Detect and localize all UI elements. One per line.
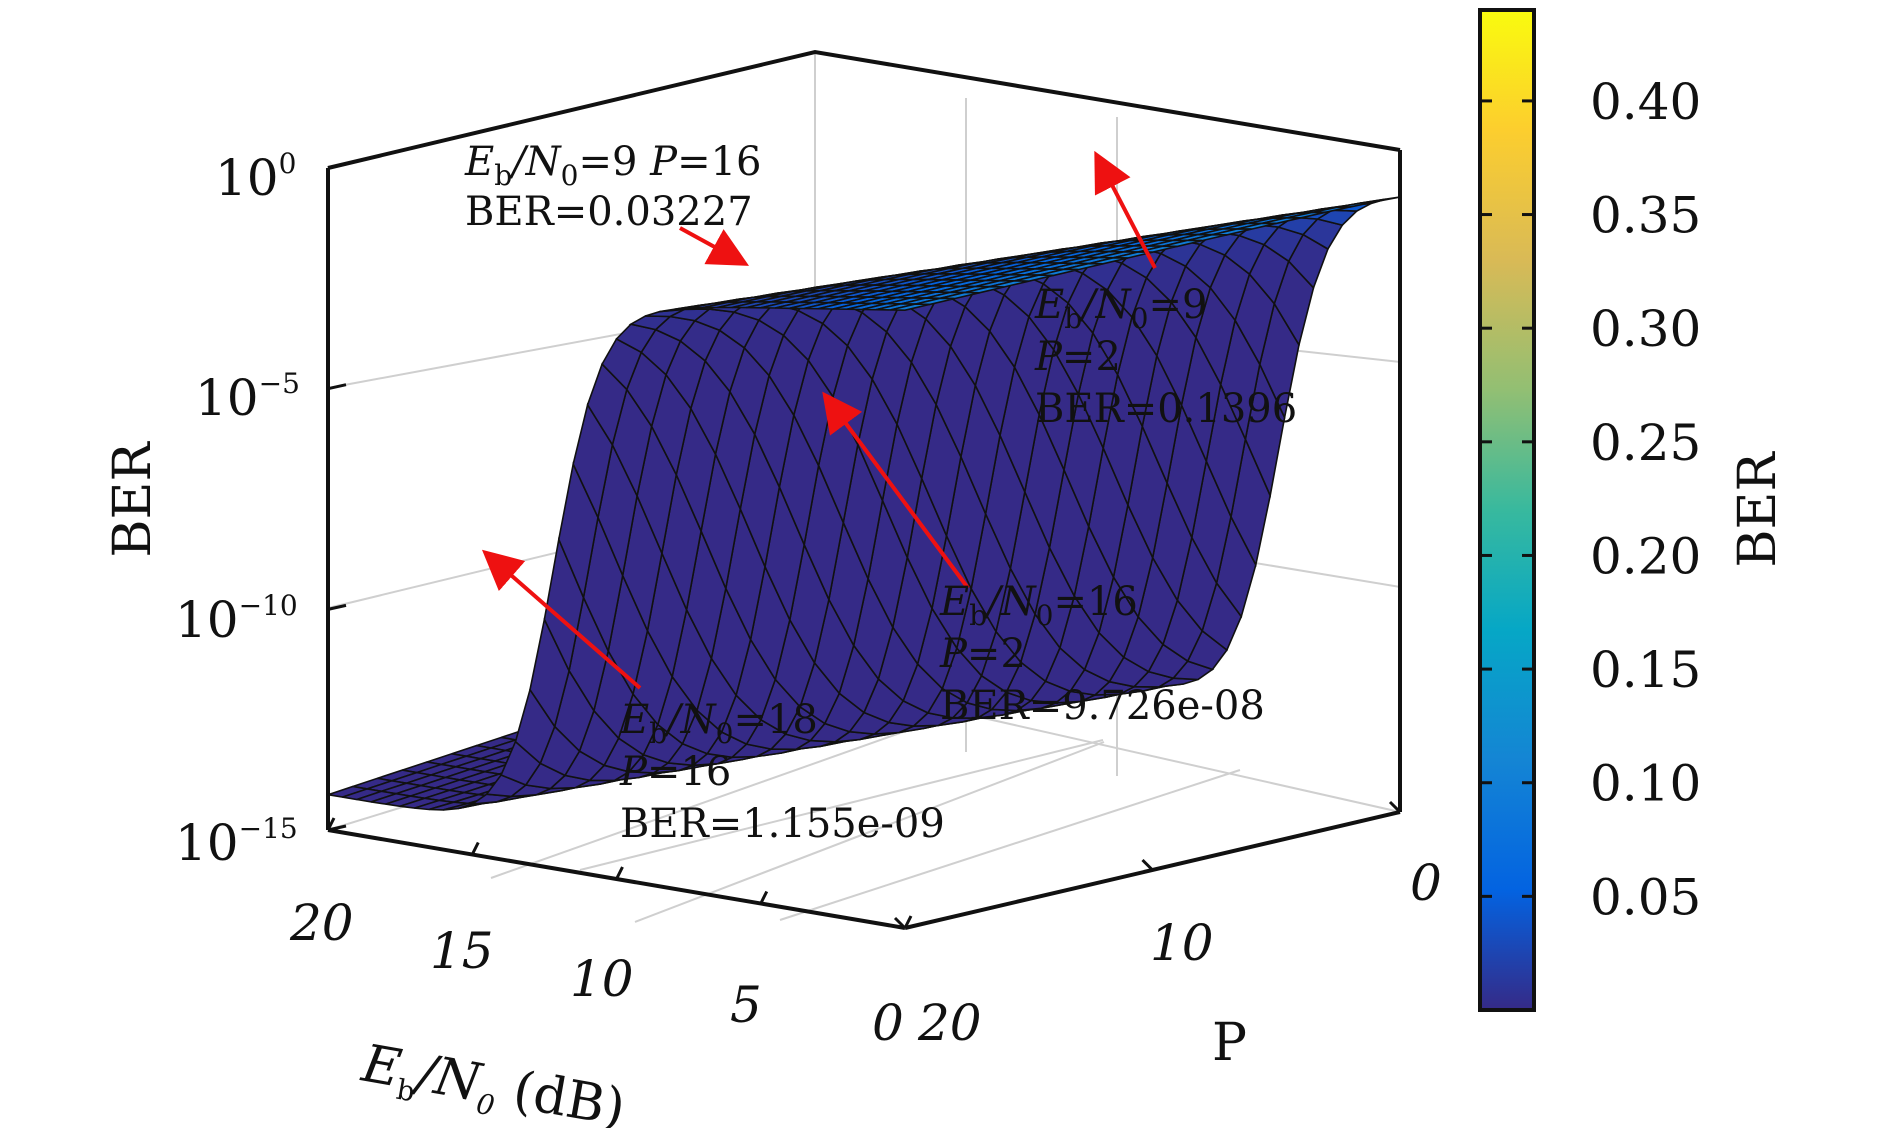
ber-surface <box>327 196 1401 811</box>
z-tick-label: 10−15 <box>175 812 298 872</box>
annotation-line: P=2 <box>1034 334 1121 380</box>
x-tick-mark <box>326 817 336 831</box>
z-tick-mark <box>327 162 347 170</box>
z-tick-label: 10−10 <box>175 589 298 649</box>
y-axis-label: P <box>1212 1013 1247 1073</box>
annotation-2: Eb/N0=9 P=2 BER=0.1396 <box>1034 282 1297 432</box>
colorbar-ticks <box>1480 99 1534 898</box>
z-tick-mark <box>327 383 347 391</box>
surface-patch <box>890 303 930 312</box>
x-tick-label: 10 <box>570 950 634 1008</box>
z-axis-label: BER <box>103 440 163 557</box>
z-tick-labels: 100 10−5 10−10 10−15 <box>175 147 300 872</box>
x-tick-mark <box>759 890 769 905</box>
z-tick-mark <box>327 824 347 832</box>
annotation-line: BER=0.03227 <box>465 189 753 235</box>
x-tick-mark <box>470 841 480 856</box>
y-tick-labels: 0 10 20 <box>917 854 1442 1052</box>
y-tick-mark <box>893 916 907 930</box>
annotation-arrow <box>1094 150 1157 269</box>
grid-line <box>490 714 952 879</box>
x-tick-label: 15 <box>430 922 494 980</box>
annotation-arrow <box>679 226 750 266</box>
x-tick-mark <box>903 915 913 929</box>
annotation-arrow <box>481 549 642 690</box>
y-tick-label: 20 <box>917 994 982 1052</box>
colorbar-tick-label: 0.40 <box>1590 73 1701 131</box>
y-tick-label: 10 <box>1150 914 1214 972</box>
colorbar-tick-label: 0.05 <box>1590 868 1701 926</box>
x-tick-label: 0 <box>872 994 904 1052</box>
annotation-line: Eb/N0=9 P=16 <box>464 139 761 192</box>
annotation-line: BER=0.1396 <box>1035 386 1297 432</box>
annotation-4: Eb/N0=18 P=16 BER=1.155e-09 <box>619 697 945 847</box>
colorbar-tick-label: 0.20 <box>1590 527 1701 585</box>
annotation-arrow <box>822 391 970 590</box>
z-tick-mark <box>327 603 347 611</box>
colorbar-tick-label: 0.10 <box>1590 755 1701 813</box>
annotation-3: Eb/N0=16 P=2 BER=9.726e-08 <box>939 579 1265 729</box>
y-tick-mark <box>1388 800 1402 814</box>
annotation-line: P=16 <box>619 749 731 795</box>
x-tick-label: 5 <box>730 976 762 1034</box>
grid-line <box>779 769 1241 921</box>
colorbar-tick-labels: 0.40 0.35 0.30 0.25 0.20 0.15 0.10 0.05 <box>1590 73 1701 926</box>
y-tick-label: 0 <box>1410 854 1442 912</box>
annotation-line: BER=9.726e-08 <box>940 683 1265 729</box>
colorbar-tick-label: 0.15 <box>1590 641 1701 699</box>
colorbar-label: BER <box>1728 450 1788 567</box>
x-axis-label: Eb/N0 (dB) <box>356 1034 630 1128</box>
colorbar-tick-label: 0.25 <box>1590 414 1701 472</box>
annotation-line: P=2 <box>939 631 1026 677</box>
annotation-arrows <box>481 150 1157 690</box>
x-tick-label: 20 <box>289 894 354 952</box>
annotation-line: Eb/N0=9 <box>1034 282 1207 335</box>
colorbar-tick-label: 0.30 <box>1590 300 1701 358</box>
axis-frame-back <box>327 49 1401 170</box>
x-tick-mark <box>615 866 624 880</box>
colorbar-tick-label: 0.35 <box>1590 187 1701 245</box>
annotation-1: Eb/N0=9 P=16 BER=0.03227 <box>464 139 761 235</box>
tick-marks <box>326 162 1402 930</box>
colorbar <box>1478 8 1536 1012</box>
z-tick-label: 10−5 <box>195 367 300 427</box>
grid-line <box>579 739 1104 871</box>
y-tick-mark <box>1141 858 1154 872</box>
grid-line <box>634 741 1105 923</box>
annotation-line: Eb/N0=18 <box>619 697 818 750</box>
annotation-line: Eb/N0=16 <box>939 579 1138 632</box>
x-tick-labels: 20 15 10 5 0 <box>289 894 904 1052</box>
annotation-line: BER=1.155e-09 <box>620 801 945 847</box>
z-tick-label: 100 <box>215 147 296 207</box>
